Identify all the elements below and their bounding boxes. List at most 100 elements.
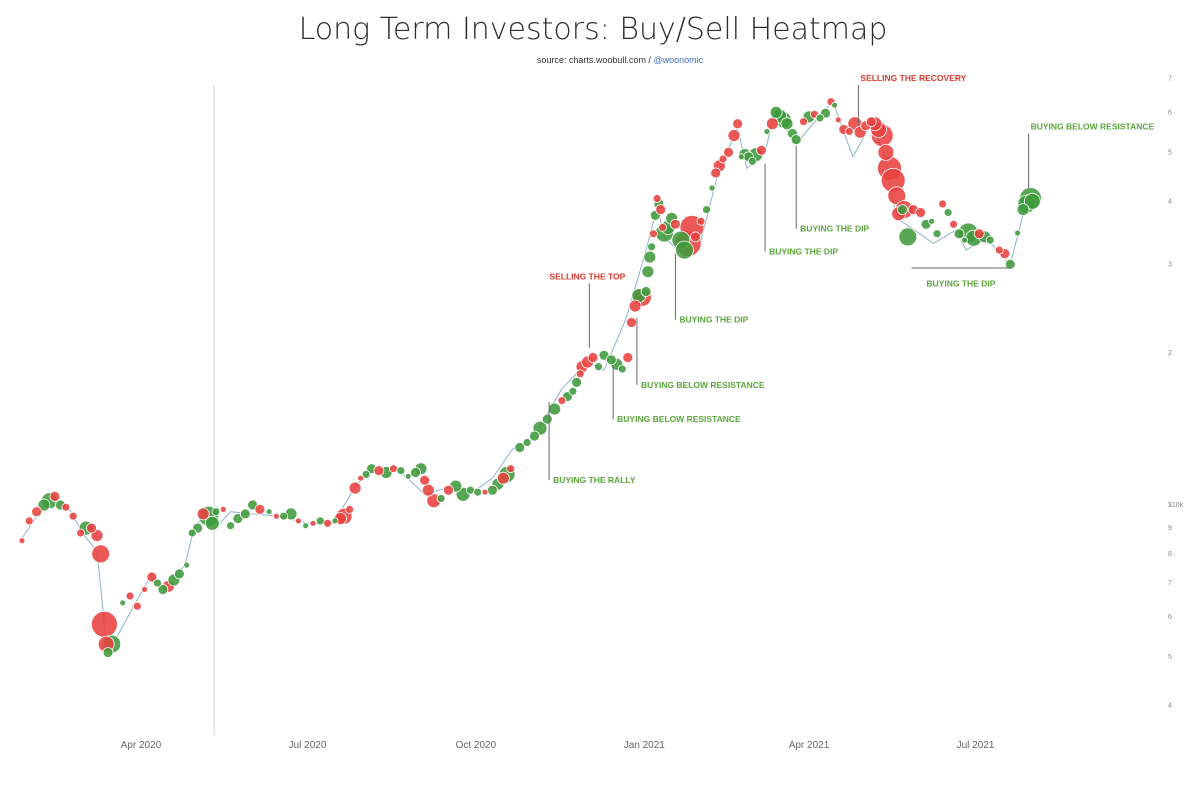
buy-bubble[interactable] (486, 484, 498, 496)
sell-bubble[interactable] (91, 610, 118, 638)
buy-bubble[interactable] (331, 517, 339, 525)
sell-bubble[interactable] (49, 490, 61, 502)
sell-bubble[interactable] (718, 154, 728, 164)
buy-bubble[interactable] (1004, 258, 1016, 270)
buy-bubble[interactable] (640, 286, 652, 297)
buy-bubble[interactable] (647, 242, 656, 252)
sell-bubble[interactable] (557, 396, 567, 406)
buy-bubble[interactable] (436, 494, 446, 503)
sell-bubble[interactable] (357, 474, 365, 482)
sell-bubble[interactable] (690, 231, 701, 243)
buy-bubble[interactable] (522, 438, 532, 447)
sell-bubble[interactable] (655, 204, 667, 216)
sell-bubble[interactable] (323, 518, 333, 528)
sell-bubble[interactable] (756, 144, 767, 156)
source-handle-link[interactable]: @woonomic (653, 55, 704, 65)
sell-bubble[interactable] (68, 511, 78, 521)
sell-bubble[interactable] (994, 245, 1004, 255)
buy-bubble[interactable] (548, 402, 561, 416)
buy-bubble[interactable] (302, 522, 310, 530)
sell-bubble[interactable] (24, 516, 34, 526)
buy-bubble[interactable] (187, 528, 197, 538)
buy-bubble[interactable] (465, 485, 475, 495)
sell-bubble[interactable] (496, 471, 510, 485)
sell-bubble[interactable] (132, 601, 142, 611)
sell-bubble[interactable] (481, 488, 489, 496)
sell-bubble[interactable] (31, 506, 42, 518)
buy-bubble[interactable] (737, 153, 745, 161)
buy-bubble[interactable] (702, 205, 711, 215)
buy-bubble[interactable] (932, 229, 942, 239)
sell-bubble[interactable] (915, 207, 926, 218)
buy-bubble[interactable] (568, 386, 578, 396)
sell-bubble[interactable] (622, 352, 634, 363)
sell-bubble[interactable] (442, 484, 454, 496)
buy-bubble[interactable] (404, 472, 412, 480)
buy-bubble[interactable] (961, 236, 968, 244)
buy-bubble[interactable] (119, 599, 127, 607)
buy-bubble[interactable] (37, 498, 51, 512)
sell-bubble[interactable] (348, 481, 362, 495)
buy-bubble[interactable] (239, 508, 251, 520)
buy-bubble[interactable] (173, 568, 185, 580)
sell-bubble[interactable] (938, 199, 947, 209)
sell-bubble[interactable] (18, 537, 26, 544)
sell-bubble[interactable] (91, 544, 111, 564)
sell-bubble[interactable] (649, 229, 658, 239)
buy-bubble[interactable] (410, 467, 421, 478)
buy-bubble[interactable] (780, 117, 794, 131)
sell-bubble[interactable] (294, 517, 302, 525)
sell-bubble[interactable] (766, 117, 779, 131)
buy-bubble[interactable] (769, 106, 783, 119)
buy-bubble[interactable] (790, 134, 802, 146)
buy-bubble[interactable] (594, 362, 603, 372)
buy-bubble[interactable] (708, 184, 716, 192)
buy-bubble[interactable] (831, 101, 838, 109)
buy-bubble[interactable] (1016, 203, 1030, 217)
buy-bubble[interactable] (361, 469, 371, 479)
buy-bubble[interactable] (529, 430, 540, 442)
sell-bubble[interactable] (973, 228, 985, 240)
buy-bubble[interactable] (315, 516, 325, 526)
buy-bubble[interactable] (953, 228, 965, 240)
sell-bubble[interactable] (146, 571, 158, 583)
sell-bubble[interactable] (949, 219, 958, 229)
buy-bubble[interactable] (617, 364, 627, 374)
buy-bubble[interactable] (896, 204, 908, 216)
sell-bubble[interactable] (61, 502, 71, 512)
buy-bubble[interactable] (643, 250, 657, 264)
sell-bubble[interactable] (373, 465, 385, 477)
buy-bubble[interactable] (396, 466, 406, 476)
sell-bubble[interactable] (389, 464, 398, 474)
sell-bubble[interactable] (421, 483, 435, 497)
buy-bubble[interactable] (815, 113, 825, 123)
sell-bubble[interactable] (254, 503, 266, 515)
buy-bubble[interactable] (1014, 229, 1021, 237)
buy-bubble[interactable] (605, 354, 617, 366)
sell-bubble[interactable] (506, 464, 516, 474)
buy-bubble[interactable] (675, 240, 694, 260)
buy-bubble[interactable] (157, 584, 169, 595)
buy-bubble[interactable] (641, 265, 655, 279)
sell-bubble[interactable] (844, 127, 854, 136)
buy-bubble[interactable] (279, 511, 289, 521)
sell-bubble[interactable] (626, 317, 637, 328)
sell-bubble[interactable] (76, 528, 85, 538)
sell-bubble[interactable] (419, 474, 431, 486)
sell-bubble[interactable] (732, 118, 743, 130)
buy-bubble[interactable] (183, 561, 191, 569)
buy-bubble[interactable] (226, 521, 236, 531)
sell-bubble[interactable] (670, 218, 681, 230)
buy-bubble[interactable] (943, 208, 953, 217)
buy-bubble[interactable] (152, 578, 162, 588)
buy-bubble[interactable] (571, 376, 582, 388)
sell-bubble[interactable] (219, 505, 227, 513)
buy-bubble[interactable] (747, 156, 757, 166)
sell-bubble[interactable] (727, 129, 741, 142)
sell-bubble[interactable] (652, 194, 662, 203)
sell-bubble[interactable] (575, 369, 585, 379)
buy-bubble[interactable] (211, 507, 221, 517)
sell-bubble[interactable] (587, 352, 599, 363)
sell-bubble[interactable] (865, 116, 877, 128)
sell-bubble[interactable] (196, 507, 210, 521)
